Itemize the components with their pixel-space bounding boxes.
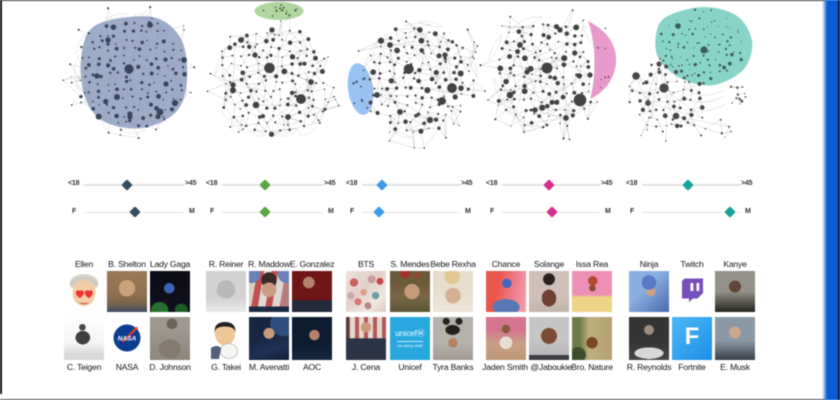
svg-text:NASA: NASA [118, 336, 137, 343]
